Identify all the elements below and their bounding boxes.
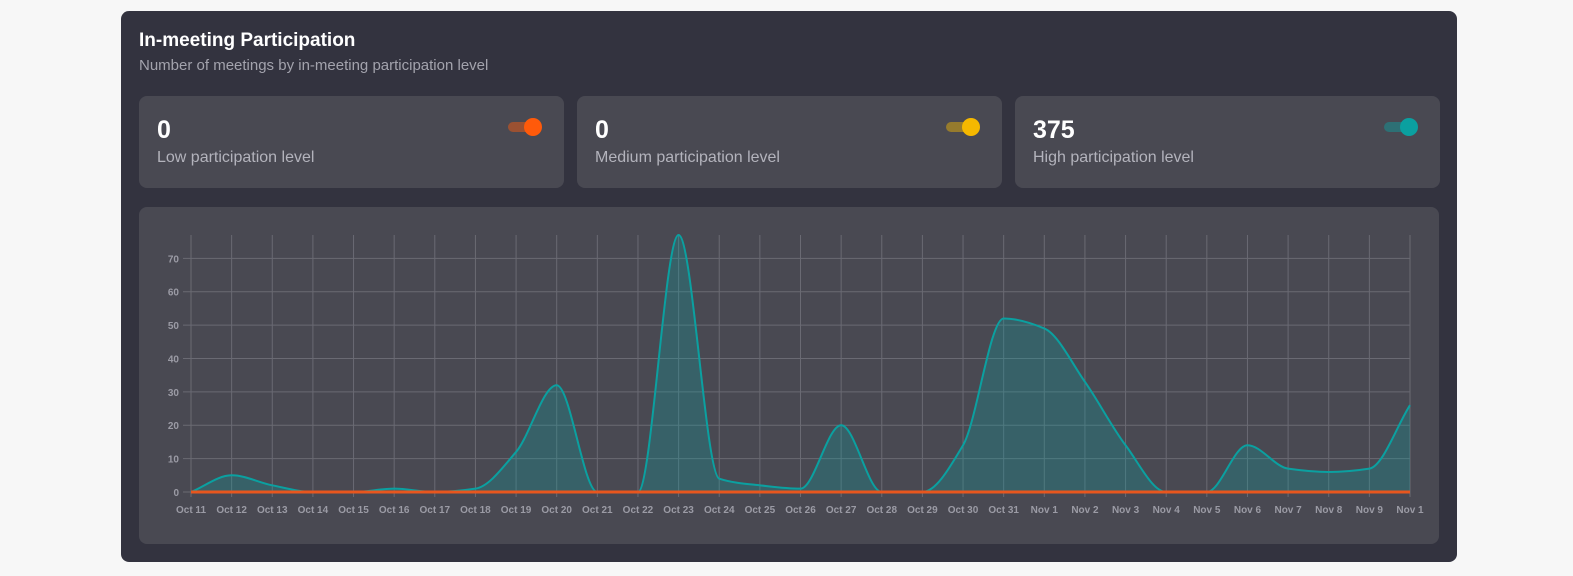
x-tick-label: Oct 27 [826,505,857,516]
x-tick-label: Nov 8 [1315,505,1343,516]
x-tick-label: Nov 3 [1112,505,1140,516]
x-tick-label: Oct 20 [541,505,572,516]
toggle-knob [1400,118,1418,136]
x-tick-label: Oct 16 [379,505,410,516]
x-tick-label: Nov 2 [1071,505,1099,516]
x-tick-label: Oct 31 [988,505,1019,516]
y-tick-label: 10 [168,455,180,466]
x-tick-label: Oct 15 [338,505,369,516]
y-tick-label: 60 [168,288,180,299]
participation-chart: Oct 11 Oct 12 Oct 13 Oct 14 Oct 15 Oct 16 Oct … [139,207,1439,544]
x-tick-label: Oct 17 [420,505,451,516]
x-tick-label: Oct 23 [663,505,694,516]
x-tick-label: Oct 21 [582,505,613,516]
x-tick-label: Oct 30 [948,505,979,516]
low-participation-card: 0 Low participation level [139,96,564,188]
x-tick-label: Oct 28 [866,505,897,516]
low-participation-label: Low participation level [157,149,315,166]
toggle-knob [524,118,542,136]
medium-series-toggle[interactable] [946,118,980,136]
x-tick-label: Nov 5 [1193,505,1221,516]
panel-title: In-meeting Participation [139,30,356,51]
x-tick-label: Nov 1 [1031,505,1059,516]
summary-cards: 0 Low participation level 0 Medium parti… [139,96,1440,188]
y-tick-label: 40 [168,354,180,365]
participation-chart-svg: Oct 11 Oct 12 Oct 13 Oct 14 Oct 15 Oct 16 Oct … [168,233,1424,516]
x-tick-label: Oct 11 [176,505,206,516]
x-tick-label: Oct 29 [907,505,938,516]
x-tick-label: Nov 6 [1234,505,1262,516]
toggle-track [508,122,538,132]
x-tick-label: Nov 1 [1396,505,1424,516]
x-tick-label: Oct 22 [623,505,654,516]
toggle-knob [962,118,980,136]
high-participation-area [191,235,1410,492]
x-tick-label: Oct 19 [501,505,532,516]
toggle-track [1384,122,1414,132]
high-participation-label: High participation level [1033,149,1194,166]
low-participation-count: 0 [157,116,171,144]
y-tick-label: 0 [173,488,179,499]
x-tick-label: Oct 13 [257,505,288,516]
panel-subtitle: Number of meetings by in-meeting partici… [139,57,489,74]
x-tick-label: Oct 26 [785,505,816,516]
y-tick-label: 70 [168,254,180,265]
x-tick-label: Oct 25 [745,505,776,516]
y-tick-label: 50 [168,321,180,332]
y-tick-label: 30 [168,388,180,399]
high-participation-card: 375 High participation level [1015,96,1440,188]
medium-participation-card: 0 Medium participation level [577,96,1002,188]
low-series-toggle[interactable] [508,118,542,136]
x-tick-label: Nov 4 [1153,505,1181,516]
medium-participation-count: 0 [595,116,609,144]
x-tick-label: Nov 7 [1274,505,1302,516]
x-tick-label: Nov 9 [1356,505,1384,516]
y-tick-label: 20 [168,421,180,432]
high-participation-count: 375 [1033,116,1075,144]
x-tick-label: Oct 24 [704,505,735,516]
high-series-toggle[interactable] [1384,118,1418,136]
x-tick-label: Oct 14 [298,505,329,516]
toggle-track [946,122,976,132]
x-tick-label: Oct 18 [460,505,491,516]
participation-panel: In-meeting Participation Number of meeti… [121,11,1457,562]
x-tick-label: Oct 12 [216,505,247,516]
medium-participation-label: Medium participation level [595,149,780,166]
